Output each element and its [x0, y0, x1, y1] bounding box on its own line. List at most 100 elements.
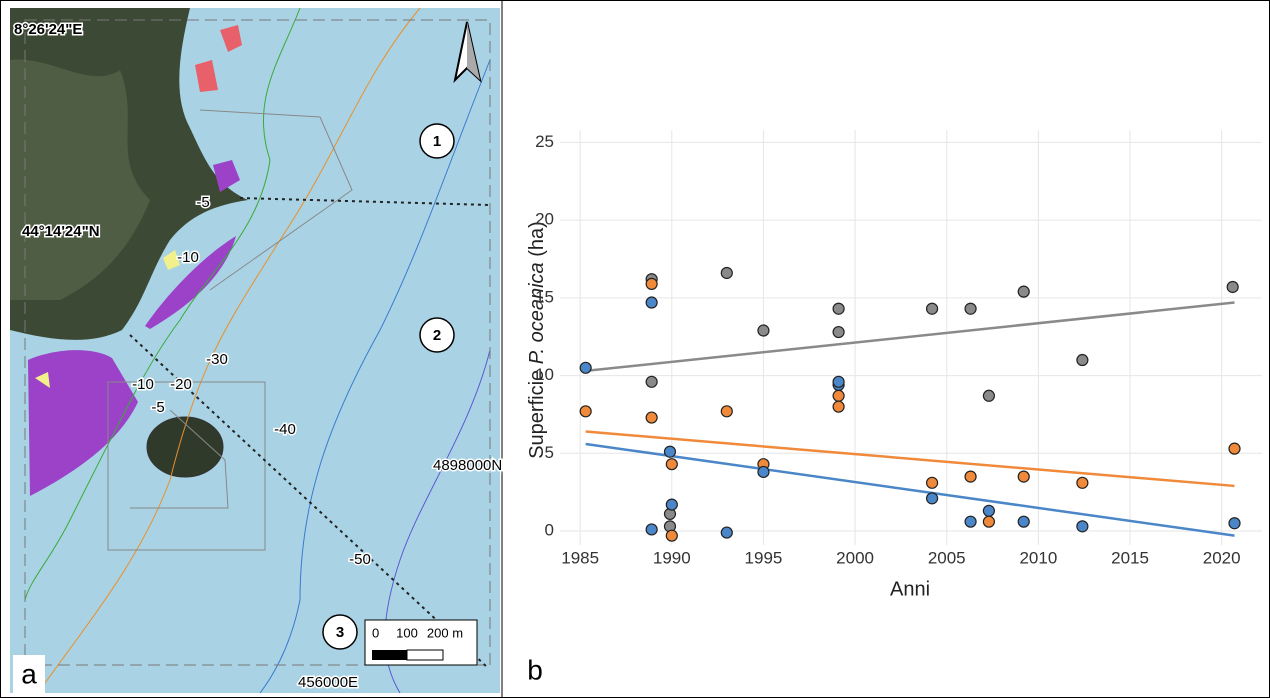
- meadow-red: [195, 25, 242, 92]
- meadow-yellow: [35, 250, 180, 388]
- depth-label: -10: [132, 376, 154, 393]
- label-box: [13, 655, 45, 693]
- point: [1076, 353, 1089, 367]
- map: a 8°26'24"E 44°14'24"N 4898000N 456000E …: [10, 7, 504, 694]
- depth-label: -5: [151, 399, 164, 416]
- point: [665, 498, 678, 511]
- zone-marker: [419, 123, 455, 159]
- scale-label: 0: [372, 625, 379, 640]
- study-area: [24, 19, 491, 666]
- zone-label: 3: [336, 624, 344, 641]
- x-tick-label: 2000: [836, 548, 874, 567]
- x-tick-label: 1995: [745, 548, 783, 567]
- meadow: [213, 160, 240, 192]
- point: [1228, 442, 1241, 455]
- island: [146, 416, 224, 478]
- zone-marker: [419, 317, 455, 353]
- point: [1076, 520, 1089, 533]
- depth-label: -10: [177, 249, 199, 266]
- north-arrow: [467, 22, 480, 80]
- point: [832, 375, 845, 388]
- trend-line: [585, 430, 1235, 488]
- x-tick-label: 1990: [653, 548, 691, 567]
- point: [579, 361, 592, 374]
- point: [982, 389, 995, 402]
- contour: [39, 7, 421, 691]
- panel-label: b: [527, 654, 543, 685]
- point: [579, 405, 592, 418]
- point: [982, 504, 995, 517]
- zone-label: 2: [433, 327, 441, 344]
- point: [1076, 476, 1089, 489]
- x-tick-label: 2015: [1111, 548, 1149, 567]
- point: [757, 465, 770, 479]
- urban: [10, 59, 150, 301]
- y-tick-label: 15: [535, 287, 554, 306]
- depth-label: -50: [349, 551, 371, 568]
- trend-line: [585, 442, 1235, 537]
- y-label-part: (ha): [526, 221, 548, 262]
- y-tick-label: 25: [535, 132, 554, 151]
- depth-label: -30: [206, 351, 228, 368]
- point: [925, 492, 939, 505]
- meadow: [28, 350, 138, 496]
- point: [964, 515, 977, 528]
- point: [645, 296, 658, 309]
- panel-label: a: [21, 658, 37, 689]
- point: [925, 476, 939, 489]
- zone-border: [107, 381, 266, 551]
- x-tick-label: 2010: [1019, 548, 1057, 567]
- depth-label: -5: [196, 194, 209, 211]
- point: [645, 523, 658, 536]
- y-label-part: P. oceanica: [526, 262, 548, 364]
- contour: [24, 7, 301, 601]
- scale-bar: [372, 650, 407, 660]
- point: [1017, 515, 1030, 528]
- trend-line: [585, 301, 1235, 373]
- scale-label: 100: [396, 625, 418, 640]
- point: [1017, 470, 1030, 483]
- point: [982, 515, 995, 528]
- y-tick-label: 10: [535, 365, 554, 384]
- y-label-part: Superficie: [526, 364, 548, 459]
- meadow: [145, 236, 236, 329]
- point: [665, 529, 678, 542]
- zone-border: [130, 409, 229, 509]
- point: [720, 526, 733, 539]
- point: [964, 302, 977, 315]
- contour: [259, 59, 491, 694]
- x-tick-label: 1985: [561, 548, 599, 567]
- point: [925, 302, 939, 315]
- point: [720, 405, 733, 418]
- point: [964, 470, 977, 483]
- y-axis-label: Superficie P. oceanica (ha): [526, 221, 548, 459]
- y-tick-label: 20: [535, 210, 554, 229]
- depth-label: -40: [274, 421, 296, 438]
- point: [663, 445, 677, 458]
- point: [832, 302, 845, 315]
- chart: b Anni Superficie P. oceanica (ha) 0 5 10 1…: [526, 130, 1262, 685]
- point: [645, 277, 658, 290]
- x-tick-label: 2005: [928, 548, 966, 567]
- coord-label: 8°26'24"E: [14, 21, 82, 38]
- point: [832, 325, 845, 339]
- point: [1228, 517, 1241, 530]
- coord-label: 44°14'24"N: [22, 223, 100, 240]
- coord-label: 4898000N: [433, 457, 502, 474]
- depth-label: -20: [170, 376, 192, 393]
- point: [1226, 280, 1239, 294]
- x-tick-label: 2020: [1203, 548, 1241, 567]
- x-axis-label: Anni: [890, 578, 930, 600]
- zone-border: [199, 109, 353, 291]
- y-tick-label: 0: [545, 520, 554, 539]
- point: [645, 411, 658, 424]
- scale-bar: [406, 649, 444, 661]
- zone-marker: [322, 614, 358, 650]
- scale-label: 200 m: [427, 625, 463, 640]
- coord-label: 456000E: [298, 674, 358, 691]
- point: [757, 324, 770, 337]
- y-tick-label: 5: [545, 443, 554, 462]
- point: [1017, 285, 1030, 298]
- point: [665, 458, 678, 471]
